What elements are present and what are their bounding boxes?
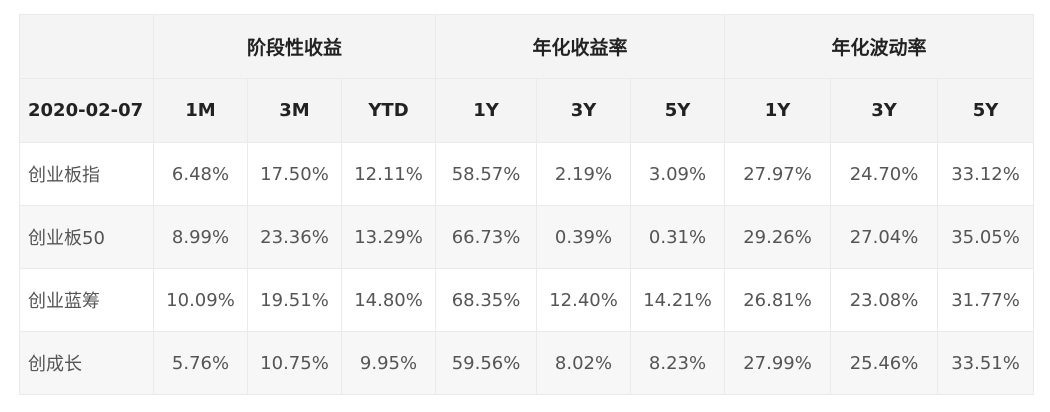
value-cell: 17.50% <box>247 142 342 206</box>
value-cell: 33.51% <box>937 331 1035 395</box>
value-cell: 12.11% <box>340 142 437 206</box>
index-name-cell: 创业板指 <box>19 142 154 206</box>
value-cell: 58.57% <box>435 142 538 206</box>
value-cell: 59.56% <box>435 331 538 395</box>
value-cell: 8.02% <box>536 331 632 395</box>
sub-header: 3Y <box>536 78 632 143</box>
sub-header: YTD <box>340 78 437 143</box>
table-row: 创业板50 8.99% 23.36% 13.29% 66.73% 0.39% 0… <box>19 205 1035 269</box>
value-cell: 10.09% <box>153 268 248 332</box>
sub-header: 1Y <box>435 78 538 143</box>
value-cell: 2.19% <box>536 142 632 206</box>
value-cell: 3.09% <box>630 142 726 206</box>
value-cell: 29.26% <box>724 205 832 269</box>
corner-cell <box>19 14 154 79</box>
value-cell: 27.04% <box>830 205 939 269</box>
sub-header-row: 2020-02-07 1M 3M YTD 1Y 3Y 5Y 1Y 3Y 5Y <box>19 78 1035 143</box>
sub-header: 1M <box>153 78 248 143</box>
value-cell: 9.95% <box>340 331 437 395</box>
value-cell: 27.97% <box>724 142 832 206</box>
value-cell: 5.76% <box>153 331 248 395</box>
value-cell: 23.08% <box>830 268 939 332</box>
group-header-annualized-return: 年化收益率 <box>435 14 726 79</box>
value-cell: 14.21% <box>630 268 726 332</box>
value-cell: 31.77% <box>937 268 1035 332</box>
index-performance-table: 阶段性收益 年化收益率 年化波动率 2020-02-07 1M 3M YTD 1… <box>19 14 1035 395</box>
value-cell: 27.99% <box>724 331 832 395</box>
value-cell: 10.75% <box>247 331 342 395</box>
value-cell: 25.46% <box>830 331 939 395</box>
value-cell: 19.51% <box>247 268 342 332</box>
sub-header: 3M <box>247 78 342 143</box>
value-cell: 68.35% <box>435 268 538 332</box>
value-cell: 8.99% <box>153 205 248 269</box>
value-cell: 0.31% <box>630 205 726 269</box>
table-row: 创业蓝筹 10.09% 19.51% 14.80% 68.35% 12.40% … <box>19 268 1035 332</box>
index-name-cell: 创成长 <box>19 331 154 395</box>
value-cell: 6.48% <box>153 142 248 206</box>
value-cell: 66.73% <box>435 205 538 269</box>
value-cell: 13.29% <box>340 205 437 269</box>
sub-header: 1Y <box>724 78 832 143</box>
group-header-annualized-volatility: 年化波动率 <box>724 14 1035 79</box>
value-cell: 23.36% <box>247 205 342 269</box>
index-name-cell: 创业蓝筹 <box>19 268 154 332</box>
value-cell: 14.80% <box>340 268 437 332</box>
group-header-row: 阶段性收益 年化收益率 年化波动率 <box>19 14 1035 79</box>
date-header: 2020-02-07 <box>19 78 154 143</box>
sub-header: 5Y <box>937 78 1035 143</box>
value-cell: 0.39% <box>536 205 632 269</box>
index-name-cell: 创业板50 <box>19 205 154 269</box>
value-cell: 33.12% <box>937 142 1035 206</box>
value-cell: 12.40% <box>536 268 632 332</box>
sub-header: 3Y <box>830 78 939 143</box>
value-cell: 8.23% <box>630 331 726 395</box>
group-header-period-return: 阶段性收益 <box>152 14 437 79</box>
sub-header: 5Y <box>630 78 726 143</box>
value-cell: 24.70% <box>830 142 939 206</box>
value-cell: 35.05% <box>937 205 1035 269</box>
table-row: 创业板指 6.48% 17.50% 12.11% 58.57% 2.19% 3.… <box>19 142 1035 206</box>
table-row: 创成长 5.76% 10.75% 9.95% 59.56% 8.02% 8.23… <box>19 331 1035 395</box>
value-cell: 26.81% <box>724 268 832 332</box>
index-performance-table-container: 阶段性收益 年化收益率 年化波动率 2020-02-07 1M 3M YTD 1… <box>19 14 1035 395</box>
